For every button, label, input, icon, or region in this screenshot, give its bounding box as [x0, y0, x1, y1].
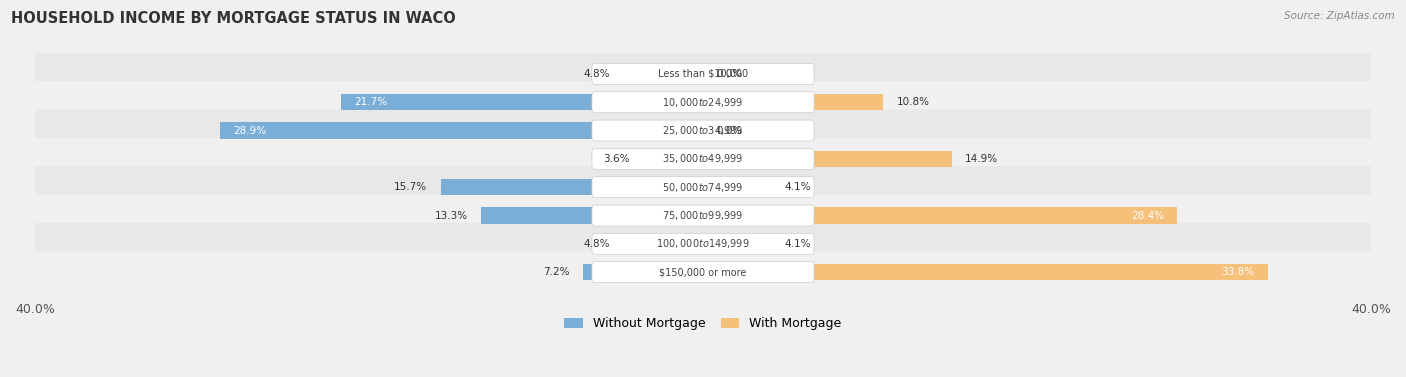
- Text: 3.6%: 3.6%: [603, 154, 630, 164]
- FancyBboxPatch shape: [592, 205, 814, 226]
- FancyBboxPatch shape: [592, 149, 814, 169]
- FancyBboxPatch shape: [27, 166, 1379, 208]
- Bar: [481, 207, 703, 224]
- Text: 0.0%: 0.0%: [717, 69, 742, 79]
- Bar: [703, 179, 772, 195]
- FancyBboxPatch shape: [25, 52, 1381, 96]
- Bar: [340, 94, 703, 110]
- FancyBboxPatch shape: [592, 120, 814, 141]
- Bar: [703, 236, 772, 252]
- Text: $100,000 to $149,999: $100,000 to $149,999: [657, 238, 749, 250]
- Text: 15.7%: 15.7%: [394, 182, 427, 192]
- Legend: Without Mortgage, With Mortgage: Without Mortgage, With Mortgage: [564, 317, 842, 331]
- Text: 14.9%: 14.9%: [965, 154, 998, 164]
- FancyBboxPatch shape: [592, 92, 814, 113]
- Text: 10.8%: 10.8%: [897, 97, 929, 107]
- FancyBboxPatch shape: [592, 177, 814, 198]
- Bar: [703, 94, 883, 110]
- FancyBboxPatch shape: [27, 138, 1379, 180]
- Text: 13.3%: 13.3%: [434, 210, 468, 221]
- FancyBboxPatch shape: [27, 223, 1379, 265]
- Text: HOUSEHOLD INCOME BY MORTGAGE STATUS IN WACO: HOUSEHOLD INCOME BY MORTGAGE STATUS IN W…: [11, 11, 456, 26]
- Text: Less than $10,000: Less than $10,000: [658, 69, 748, 79]
- Bar: [643, 151, 703, 167]
- Text: 7.2%: 7.2%: [543, 267, 569, 277]
- FancyBboxPatch shape: [27, 81, 1379, 123]
- Text: Source: ZipAtlas.com: Source: ZipAtlas.com: [1284, 11, 1395, 21]
- Text: $50,000 to $74,999: $50,000 to $74,999: [662, 181, 744, 194]
- FancyBboxPatch shape: [592, 262, 814, 283]
- FancyBboxPatch shape: [25, 194, 1381, 237]
- Bar: [221, 123, 703, 139]
- Bar: [703, 207, 1177, 224]
- FancyBboxPatch shape: [592, 63, 814, 84]
- FancyBboxPatch shape: [592, 233, 814, 254]
- Text: 33.8%: 33.8%: [1220, 267, 1254, 277]
- FancyBboxPatch shape: [25, 250, 1381, 294]
- Bar: [441, 179, 703, 195]
- Text: 28.4%: 28.4%: [1130, 210, 1164, 221]
- Text: 28.9%: 28.9%: [233, 126, 267, 136]
- Bar: [703, 264, 1268, 280]
- Text: $150,000 or more: $150,000 or more: [659, 267, 747, 277]
- FancyBboxPatch shape: [25, 109, 1381, 152]
- FancyBboxPatch shape: [27, 53, 1379, 95]
- FancyBboxPatch shape: [25, 137, 1381, 181]
- FancyBboxPatch shape: [25, 222, 1381, 266]
- Text: $10,000 to $24,999: $10,000 to $24,999: [662, 96, 744, 109]
- Bar: [582, 264, 703, 280]
- Text: 0.0%: 0.0%: [717, 126, 742, 136]
- Text: $25,000 to $34,999: $25,000 to $34,999: [662, 124, 744, 137]
- Bar: [623, 66, 703, 82]
- Text: 4.1%: 4.1%: [785, 239, 811, 249]
- FancyBboxPatch shape: [25, 166, 1381, 209]
- Text: 21.7%: 21.7%: [354, 97, 387, 107]
- FancyBboxPatch shape: [27, 110, 1379, 152]
- Text: $75,000 to $99,999: $75,000 to $99,999: [662, 209, 744, 222]
- Text: $35,000 to $49,999: $35,000 to $49,999: [662, 152, 744, 166]
- FancyBboxPatch shape: [27, 251, 1379, 293]
- FancyBboxPatch shape: [25, 80, 1381, 124]
- Bar: [703, 151, 952, 167]
- Text: 4.8%: 4.8%: [583, 239, 609, 249]
- Text: 4.1%: 4.1%: [785, 182, 811, 192]
- FancyBboxPatch shape: [27, 195, 1379, 236]
- Bar: [623, 236, 703, 252]
- Text: 4.8%: 4.8%: [583, 69, 609, 79]
